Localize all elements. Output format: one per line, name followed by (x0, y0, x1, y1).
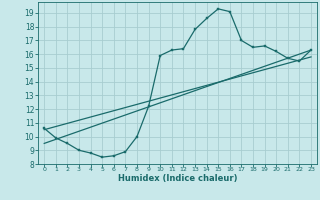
X-axis label: Humidex (Indice chaleur): Humidex (Indice chaleur) (118, 174, 237, 183)
